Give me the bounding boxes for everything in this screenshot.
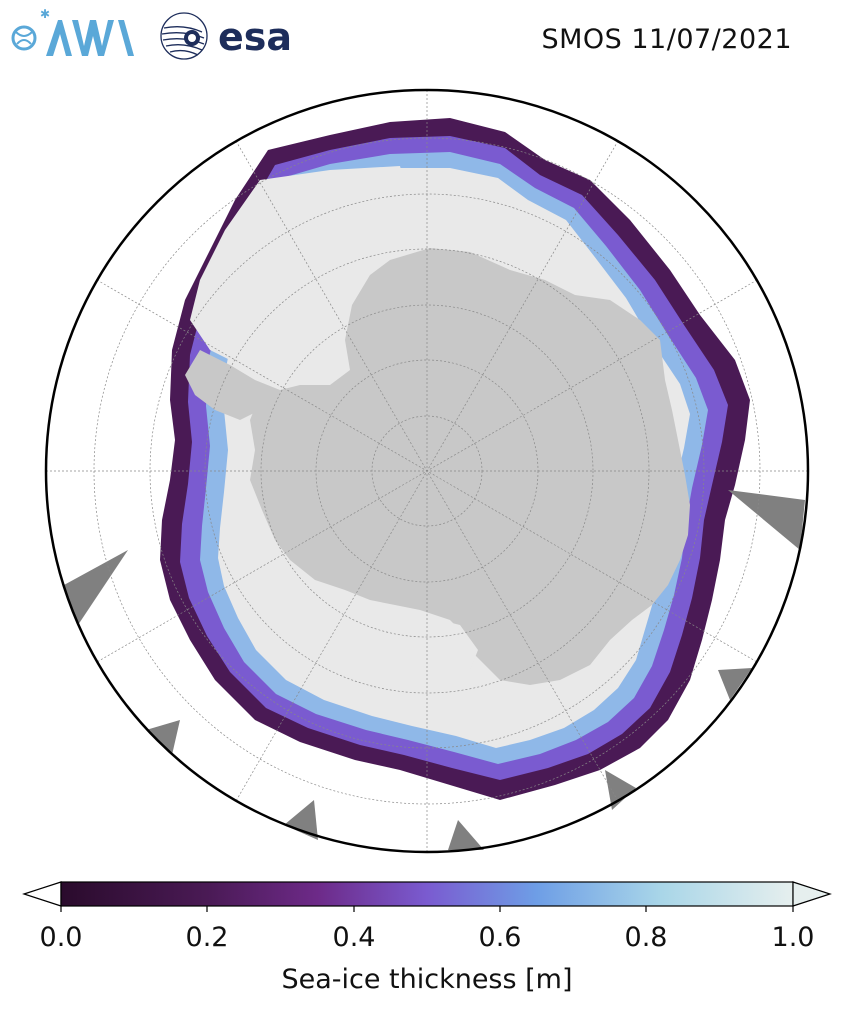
colorbar-tick-label: 0.2 xyxy=(185,922,229,953)
colorbar-extend-high xyxy=(792,881,832,907)
colorbar-tick-label: 0.8 xyxy=(624,922,668,953)
missing-data-wedge xyxy=(64,550,128,625)
svg-text:esa: esa xyxy=(218,15,292,59)
colorbar-tick-label: 1.0 xyxy=(771,922,815,953)
svg-text:✱: ✱ xyxy=(40,7,50,21)
colorbar-label: Sea-ice thickness [m] xyxy=(281,964,573,995)
colorbar-tick-label: 0.0 xyxy=(39,922,83,953)
ice-shelf-ross xyxy=(370,610,478,670)
header: ✱ esa SMOS 11/07/2021 xyxy=(0,0,854,80)
missing-data-wedge xyxy=(728,490,805,550)
esa-logo: esa xyxy=(160,12,292,60)
graticule xyxy=(46,90,808,852)
colorbar-bar xyxy=(22,881,832,912)
peninsula xyxy=(185,350,280,420)
map-boundary xyxy=(44,88,810,854)
missing-data-wedge xyxy=(284,800,318,840)
awi-logo: ✱ xyxy=(11,7,134,56)
missing-data-wedge xyxy=(718,668,752,700)
missing-data-wedges xyxy=(64,490,805,850)
colorbar-tick-label: 0.6 xyxy=(478,922,522,953)
colorbar: 0.0 0.2 0.4 0.6 0.8 1.0 Sea-ice thicknes… xyxy=(0,870,854,1026)
colorbar-tick-label: 0.4 xyxy=(332,922,376,953)
missing-data-wedge xyxy=(448,820,484,850)
antarctica-landmass xyxy=(250,248,690,685)
date-label: SMOS 11/07/2021 xyxy=(541,24,792,55)
sea-ice-map xyxy=(44,88,810,854)
ice-shelf-weddell xyxy=(190,166,420,385)
missing-data-wedge xyxy=(605,770,636,810)
missing-data-wedge xyxy=(146,720,180,755)
colorbar-extend-low xyxy=(22,881,62,907)
